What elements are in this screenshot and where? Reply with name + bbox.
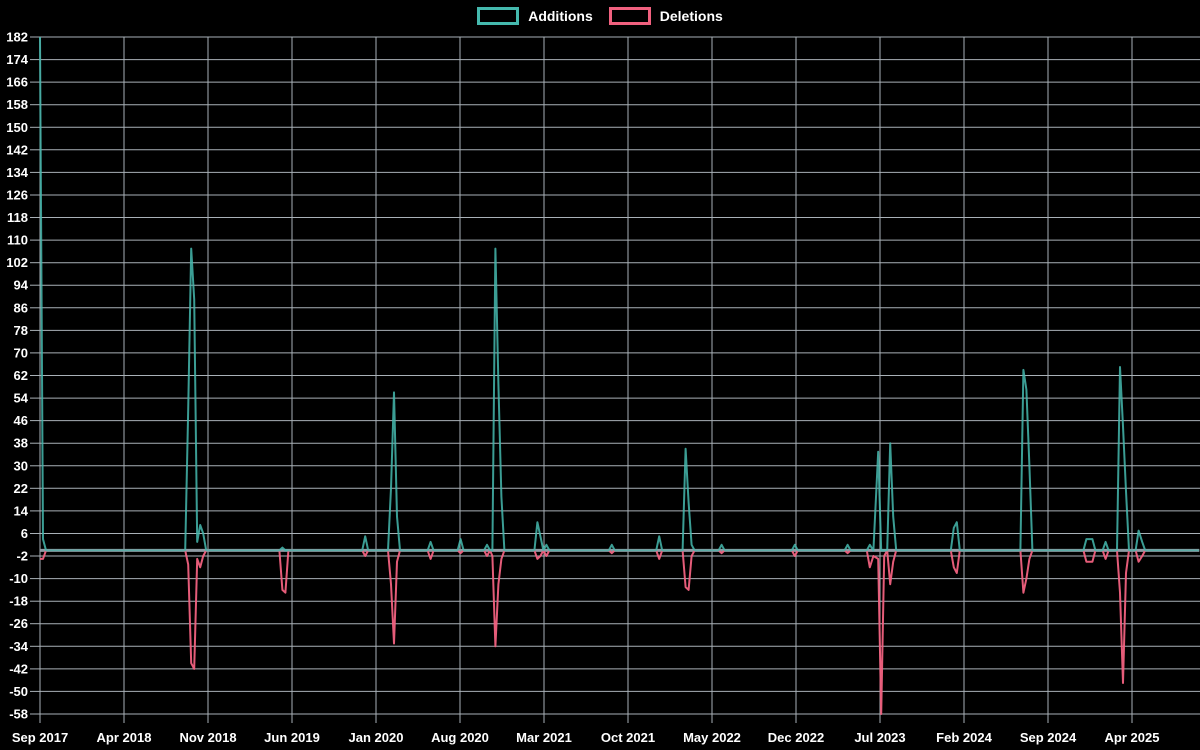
x-tick-label: Sep 2024 [1020, 730, 1077, 745]
legend-item-deletions[interactable]: Deletions [608, 7, 723, 25]
x-tick-label: Apr 2025 [1105, 730, 1160, 745]
y-tick-label: 14 [14, 503, 29, 518]
y-tick-label: 150 [6, 120, 28, 135]
y-tick-label: 158 [6, 97, 28, 112]
y-grid-and-labels: 182 174 166 158 150 142 134 126 118 110 102 94 86 78 7… [6, 30, 1200, 722]
y-tick-label: 54 [14, 391, 29, 406]
additions-swatch [477, 7, 520, 25]
y-tick-label: -26 [9, 616, 28, 631]
y-tick-label: 30 [14, 458, 28, 473]
x-tick-label: Dec 2022 [768, 730, 824, 745]
x-grid-and-labels: Sep 2017 Apr 2018 Nov 2018 Jun 2019 Jan 2020… [12, 37, 1160, 745]
y-tick-label: 78 [14, 323, 28, 338]
y-tick-label: -10 [9, 571, 28, 586]
y-tick-label: 142 [6, 142, 28, 157]
x-tick-label: May 2022 [683, 730, 741, 745]
y-tick-label: -34 [9, 639, 29, 654]
y-tick-label: 62 [14, 368, 28, 383]
x-tick-label: Aug 2020 [431, 730, 489, 745]
x-tick-label: Feb 2024 [936, 730, 992, 745]
y-tick-label: 110 [7, 233, 28, 248]
y-tick-label: -58 [9, 707, 28, 722]
additions-line [39, 36, 1200, 552]
y-tick-label: -50 [9, 684, 28, 699]
deletions-legend-label: Deletions [659, 8, 723, 24]
y-tick-label: 134 [6, 165, 28, 180]
deletions-line [40, 549, 1200, 715]
x-tick-label: Jun 2019 [264, 730, 320, 745]
y-tick-label: 118 [7, 210, 28, 225]
y-tick-label: 6 [21, 526, 28, 541]
y-tick-label: 94 [14, 278, 29, 293]
y-tick-label: 174 [6, 52, 28, 67]
y-tick-label: -2 [16, 549, 28, 564]
legend-item-additions[interactable]: Additions [477, 7, 593, 25]
x-tick-label: Sep 2017 [12, 730, 68, 745]
y-tick-label: -18 [9, 594, 28, 609]
y-tick-label: -42 [9, 661, 28, 676]
y-tick-label: 22 [14, 481, 28, 496]
x-tick-label: Jan 2020 [349, 730, 404, 745]
x-tick-label: Apr 2018 [97, 730, 152, 745]
y-tick-label: 70 [14, 345, 28, 360]
x-tick-label: Nov 2018 [179, 730, 236, 745]
deletions-swatch [608, 7, 651, 25]
y-tick-label: 46 [14, 413, 28, 428]
x-tick-label: Mar 2021 [516, 730, 572, 745]
legend: Additions Deletions [0, 7, 1200, 25]
x-tick-label: Oct 2021 [601, 730, 655, 745]
y-tick-label: 38 [14, 436, 28, 451]
y-tick-label: 102 [6, 255, 28, 270]
x-tick-label: Jul 2023 [854, 730, 905, 745]
additions-legend-label: Additions [528, 8, 593, 24]
y-tick-label: 86 [14, 300, 28, 315]
y-tick-label: 166 [6, 75, 28, 90]
y-tick-label: 126 [6, 188, 28, 203]
y-tick-label: 182 [6, 30, 28, 45]
